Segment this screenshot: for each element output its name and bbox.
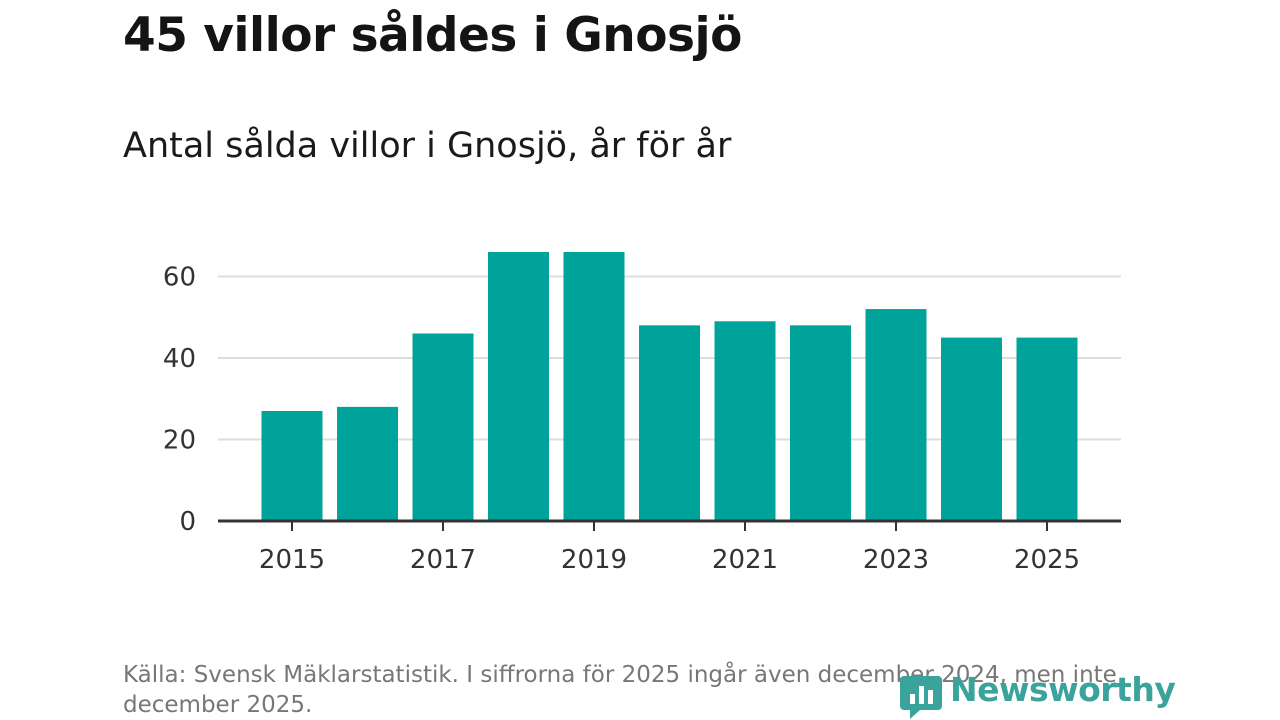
bar-2020 xyxy=(639,325,700,521)
x-tick-label: 2023 xyxy=(863,545,929,575)
chart-subtitle: Antal sålda villor i Gnosjö, år för år xyxy=(123,126,732,166)
bar-2015 xyxy=(261,410,323,521)
logo-text: Newsworthy xyxy=(950,670,1176,709)
y-tick-label: 20 xyxy=(163,425,196,455)
source-note: Källa: Svensk Mäklarstatistik. I siffror… xyxy=(123,662,1117,718)
y-tick-label: 60 xyxy=(163,262,196,292)
bar-2023 xyxy=(865,309,927,521)
bar-2019 xyxy=(563,252,625,521)
x-tick-label: 2025 xyxy=(1014,545,1080,575)
chart-title: 45 villor såldes i Gnosjö xyxy=(123,8,742,63)
y-tick-label: 40 xyxy=(163,344,196,374)
bar-2017 xyxy=(412,333,474,521)
bar-2018 xyxy=(488,252,549,521)
x-tick-label: 2015 xyxy=(259,545,325,575)
axes: 0 20 40 60 2015 2017 2019 2021 2023 2025 xyxy=(163,262,1121,575)
x-tick-label: 2017 xyxy=(410,545,476,575)
bar-2016 xyxy=(337,406,398,521)
bar-2025 xyxy=(1016,337,1078,521)
x-tick-label: 2019 xyxy=(561,545,627,575)
x-tick-label: 2021 xyxy=(712,545,778,575)
bars xyxy=(261,252,1078,521)
bar-2022 xyxy=(790,325,851,521)
newsworthy-logo: Newsworthy xyxy=(900,670,1176,720)
bar-2021 xyxy=(714,321,776,521)
y-tick-label: 0 xyxy=(179,507,196,537)
newsworthy-logo-icon xyxy=(900,676,942,719)
bar-2024 xyxy=(941,337,1002,521)
